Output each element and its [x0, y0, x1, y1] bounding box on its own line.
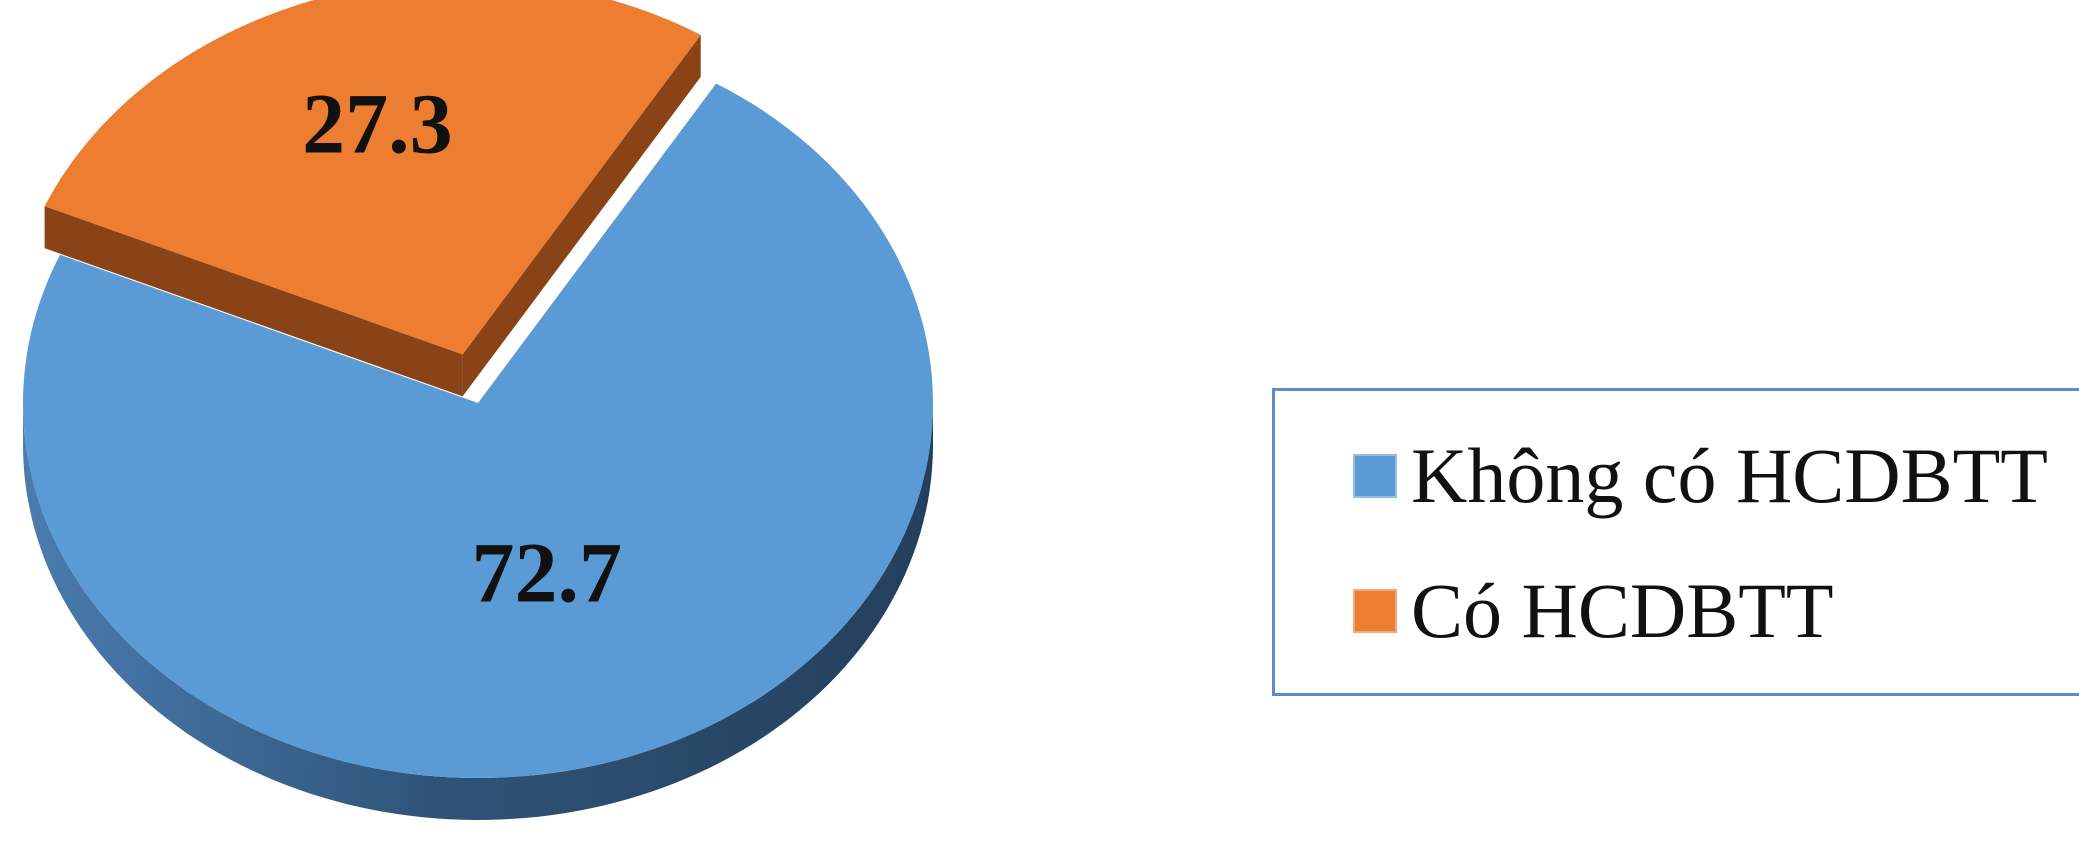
legend-swatch-orange — [1353, 589, 1397, 633]
legend-swatch-blue — [1353, 454, 1397, 498]
data-label-1: 27.3 — [302, 75, 453, 171]
legend-label: Có HCDBTT — [1411, 567, 1834, 654]
legend-item-khong-co-hcdbtt: Không có HCDBTT — [1353, 431, 2048, 521]
legend-item-co-hcdbtt: Có HCDBTT — [1353, 566, 1834, 656]
pie-slice-wall-1-1 — [462, 34, 701, 397]
pie-slice-1 — [44, 0, 701, 355]
pie-slice-0 — [22, 83, 934, 778]
pie-slice-wall-1-0 — [44, 206, 463, 397]
legend: Không có HCDBTT Có HCDBTT — [1272, 388, 2079, 696]
legend-label: Không có HCDBTT — [1411, 432, 2048, 519]
data-label-0: 72.7 — [471, 524, 622, 620]
